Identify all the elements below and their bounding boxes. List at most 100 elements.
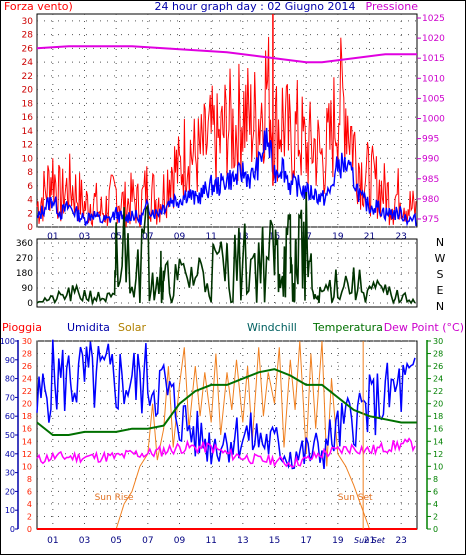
wind-plot-frame — [36, 13, 418, 228]
pressure-tick: 985 — [422, 175, 439, 185]
wind-speed-tick: 18 — [22, 99, 34, 109]
humidity-hour-tick: 17 — [300, 536, 311, 546]
compass-label: W — [435, 252, 446, 265]
humidity-hour-tick: 21 — [364, 536, 375, 546]
humidity-tick: 90 — [5, 356, 15, 365]
solar-tick: 20 — [22, 400, 32, 409]
humidity-tick: 50 — [5, 431, 15, 440]
humidity-tick: 10 — [5, 506, 15, 515]
direction-degree-axis: 0 90 180 270 360 — [16, 239, 33, 309]
direction-degree-tick: 270 — [16, 254, 33, 264]
humidity-hour-tick: 09 — [174, 536, 186, 546]
pressure-tick: 1010 — [422, 74, 445, 84]
compass-label: E — [437, 284, 444, 297]
compass-label: N — [436, 236, 444, 249]
wind-speed-tick: 20 — [22, 86, 34, 96]
humidity-axis: 0 10 20 30 40 50 60 70 80 90 100 — [0, 337, 18, 534]
wind-hour-tick: 11 — [205, 232, 216, 242]
temperature-tick: 26 — [433, 362, 443, 371]
humidity-tick: 30 — [5, 469, 15, 478]
temperature-tick: 20 — [433, 400, 443, 409]
solar-tick: 6 — [27, 487, 32, 496]
solar-tick: 30 — [22, 337, 32, 346]
temperature-tick: 14 — [433, 437, 443, 446]
humidity-tick: 70 — [5, 393, 15, 402]
wind-speed-tick: 28 — [22, 31, 34, 41]
pressure-tick: 980 — [422, 195, 439, 205]
solar-tick: 26 — [22, 362, 32, 371]
temperature-tick: 2 — [433, 512, 438, 521]
compass-label: S — [437, 268, 444, 281]
wind-hour-tick: 01 — [47, 232, 58, 242]
wind-speed-tick: 0 — [27, 223, 33, 233]
solar-tick: 10 — [22, 462, 32, 471]
direction-degree-tick: 180 — [16, 269, 33, 279]
humidity-hour-tick: 13 — [237, 536, 248, 546]
pressure-tick: 1005 — [422, 94, 445, 104]
wind-speed-tick: 10 — [22, 154, 34, 164]
header-left-label: Forza vento) — [4, 0, 73, 13]
sun-rise-label: Sun Rise — [95, 493, 134, 503]
wind-hour-tick: 15 — [269, 232, 280, 242]
wind-speed-tick: 2 — [27, 209, 33, 219]
temperature-tick: 16 — [433, 425, 443, 434]
temperature-tick: 22 — [433, 387, 443, 396]
wind-direction-line — [36, 191, 416, 307]
temperature-tick: 8 — [433, 475, 438, 484]
humidity-tick: 20 — [5, 487, 15, 496]
wind-gust-line — [36, 36, 417, 228]
solar-tick: 8 — [27, 475, 32, 484]
wind-speed-tick: 6 — [27, 182, 33, 192]
direction-series — [36, 191, 416, 307]
wind-speed-tick: 12 — [22, 141, 33, 151]
pressure-tick: 975 — [422, 215, 439, 225]
humidity-hour-tick: 15 — [269, 536, 280, 546]
temperature-tick: 24 — [433, 375, 443, 384]
wind-hour-tick: 19 — [332, 232, 344, 242]
temperature-tick: 18 — [433, 412, 443, 421]
direction-degree-tick: 90 — [22, 284, 34, 294]
humidity-hour-tick: 23 — [395, 536, 406, 546]
wind-hour-tick: 03 — [79, 232, 90, 242]
solar-tick: 16 — [22, 425, 32, 434]
humidity-hour-tick: 19 — [332, 536, 344, 546]
wind-speed-tick: 22 — [22, 72, 33, 82]
solar-tick: 4 — [27, 500, 32, 509]
pressure-axis: 975 980 985 990 995 1000 1005 1010 1015 1020 1025 — [417, 14, 445, 225]
humidity-tick: 60 — [5, 412, 15, 421]
temperature-tick: 28 — [433, 350, 443, 359]
temperature-tick: 12 — [433, 450, 443, 459]
pressure-line — [36, 45, 417, 64]
sunset-hour-tick: Sun Set — [354, 536, 386, 545]
temperature-line — [36, 368, 417, 436]
solar-tick: 2 — [27, 512, 32, 521]
sun-set-label: Sun Set — [338, 493, 373, 503]
pressure-tick: 1000 — [422, 114, 445, 124]
windchill-legend: Windchill — [247, 321, 297, 334]
temperature-legend: Temperatura — [312, 321, 383, 334]
temperature-tick: 0 — [433, 525, 438, 534]
chart-title: 24 hour graph day : 02 Giugno 2014 — [154, 0, 355, 13]
temperature-tick: 10 — [433, 462, 443, 471]
humidity-tick: 40 — [5, 450, 15, 459]
direction-degree-tick: 0 — [27, 299, 33, 309]
compass-label: N — [436, 300, 444, 313]
humidity-legend: Umidita — [67, 321, 110, 334]
solar-tick: 24 — [22, 375, 32, 384]
humidity-tick: 100 — [0, 337, 15, 346]
pressure-tick: 990 — [422, 155, 439, 165]
header-right-label: Pressione — [366, 0, 419, 13]
rain-legend: Pioggia — [2, 321, 42, 334]
temperature-tick: 6 — [433, 487, 438, 496]
wind-hour-tick: 23 — [395, 232, 406, 242]
solar-tick: 12 — [22, 450, 32, 459]
humidity-tick: 0 — [10, 525, 15, 534]
humidity-series — [36, 339, 417, 530]
wind-hour-tick: 09 — [174, 232, 186, 242]
solar-tick: 28 — [22, 350, 32, 359]
